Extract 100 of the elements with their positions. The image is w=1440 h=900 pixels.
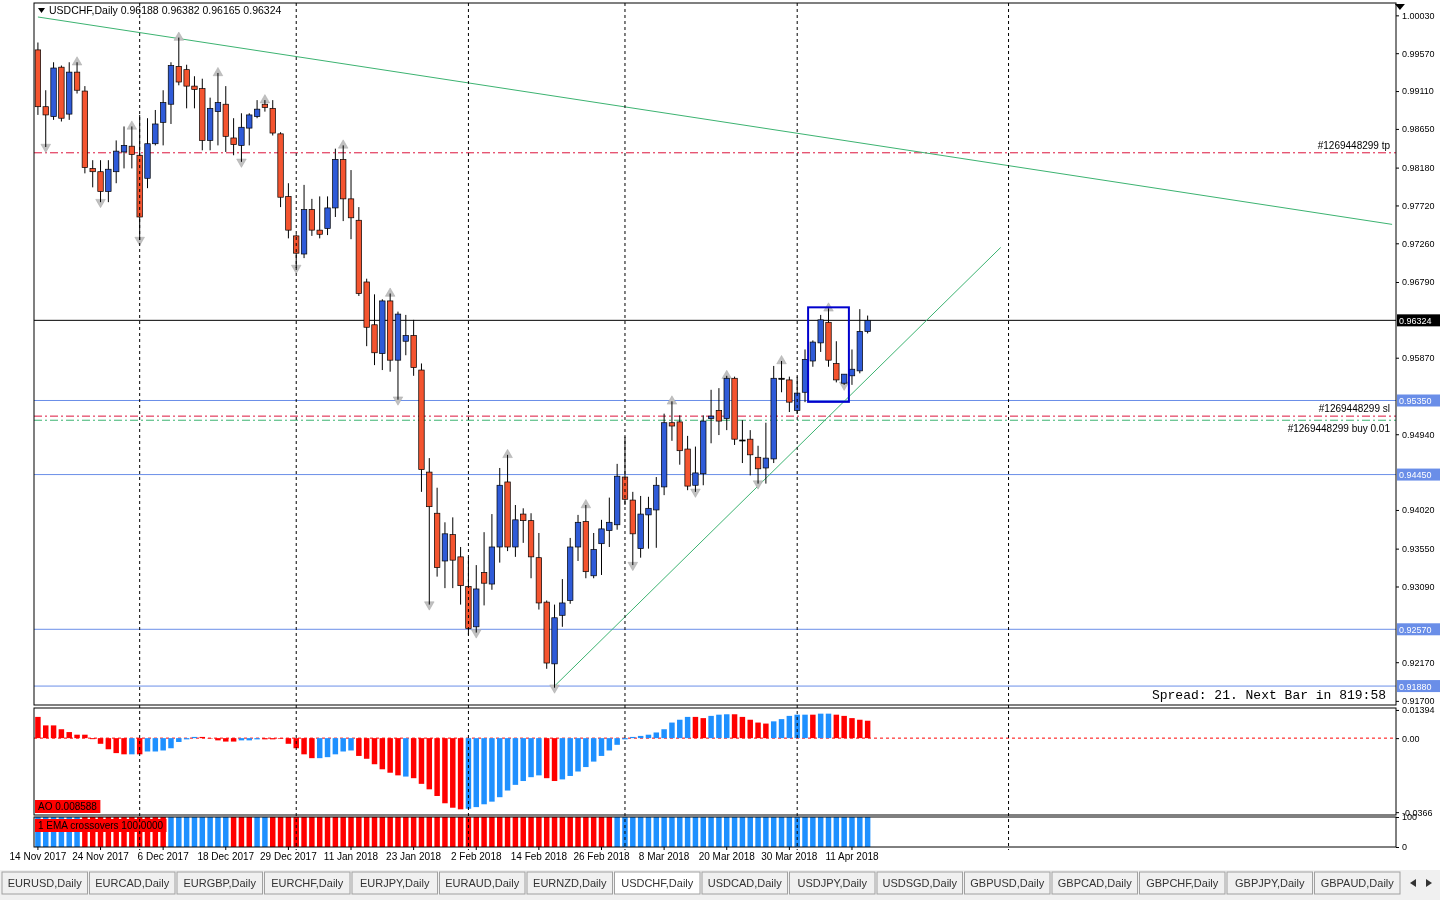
bar [129, 738, 135, 755]
y-tick-label: 0.92170 [1402, 657, 1435, 668]
bar [403, 738, 409, 777]
bar [590, 738, 597, 762]
point [580, 499, 591, 509]
bar [825, 713, 832, 739]
y-tick-label: 0.93550 [1402, 544, 1435, 555]
y-tick-label: 0 [1402, 842, 1408, 853]
bar [481, 738, 487, 805]
text: GBPAUD,Daily [1320, 877, 1395, 889]
ref-line-label: 0.94450 [1399, 470, 1432, 481]
candlestick [708, 389, 715, 444]
text: EURUSD,Daily [7, 877, 83, 889]
point [134, 236, 145, 246]
text: EURAUD,Daily [445, 877, 520, 889]
y-tick-label: 0.96790 [1402, 277, 1435, 288]
bar [536, 738, 542, 776]
point [424, 601, 435, 611]
candlestick [559, 578, 566, 628]
y-tick-label: 0.00 [1402, 733, 1420, 744]
bar [684, 716, 691, 739]
text: EURNZD,Daily [533, 877, 607, 889]
bar [504, 738, 511, 791]
text: GBPJPY,Daily [1235, 877, 1305, 889]
candlestick [481, 531, 488, 606]
text: GBPCHF,Daily [1146, 877, 1219, 889]
bar [520, 738, 526, 782]
x-tick-label: 20 Mar 2018 [698, 851, 756, 863]
y-tick-label: 0.93090 [1402, 581, 1435, 592]
ref-line-label: #1269448299 buy 0.01 [1287, 423, 1391, 435]
x-tick-label: 14 Nov 2017 [9, 851, 67, 863]
text: EURJPY,Daily [360, 877, 430, 889]
bar [575, 738, 581, 772]
bar [778, 719, 785, 739]
x-tick-label: 14 Feb 2018 [510, 851, 568, 863]
x-tick-label: 2 Feb 2018 [450, 851, 502, 863]
bar [473, 738, 479, 808]
text: USDJPY,Daily [797, 877, 868, 889]
bar [528, 738, 534, 778]
text: AO 0.008588 [38, 801, 98, 812]
y-tick-label: 0.98180 [1402, 162, 1435, 173]
point [385, 287, 396, 297]
point [502, 449, 513, 458]
x-tick-label: 29 Dec 2017 [260, 851, 318, 863]
y-tick-label: 1.00030 [1402, 10, 1435, 21]
x-tick-label: 26 Feb 2018 [573, 851, 631, 863]
y-tick-label: 0.94020 [1402, 505, 1435, 516]
ref-line-label: 0.96324 [1399, 315, 1432, 326]
chart-title: USDCHF,Daily 0.96188 0.96382 0.96165 0.96324 [49, 4, 282, 16]
point [173, 31, 184, 41]
point [471, 629, 482, 639]
bar [160, 738, 166, 751]
point [776, 355, 787, 365]
ref-line-label: 0.92570 [1399, 624, 1432, 635]
y-tick-label: 0.99110 [1402, 86, 1434, 97]
bar [559, 738, 566, 780]
bar [614, 738, 620, 745]
bar [332, 738, 339, 755]
bar [802, 714, 808, 739]
bar [168, 738, 174, 749]
text: EURCAD,Daily [95, 877, 170, 889]
bar [770, 721, 777, 739]
bar [512, 738, 519, 785]
bar [176, 738, 182, 742]
x-tick-label: 30 Mar 2018 [761, 851, 818, 863]
y-tick-label: 0.95870 [1402, 353, 1435, 364]
y-tick-label: 0.01394 [1402, 705, 1435, 716]
bar [324, 738, 331, 758]
bar [669, 722, 675, 739]
x-tick-label: 18 Dec 2017 [197, 851, 255, 863]
y-tick-label: 0.98650 [1402, 124, 1435, 135]
point [549, 684, 560, 694]
text: USDSGD,Daily [882, 877, 958, 889]
bar [794, 714, 800, 739]
y-tick-label: 0.99570 [1402, 48, 1435, 59]
text: GBPUSD,Daily [970, 877, 1045, 889]
bar [340, 738, 346, 752]
ref-line-label: #1269448299 sl [1318, 403, 1390, 415]
bar [716, 714, 722, 739]
y-tick-label: 0.91700 [1402, 696, 1435, 707]
point [291, 264, 302, 274]
ref-line-label: #1269448299 tp [1317, 139, 1391, 151]
annotation: Spread: 21. Next Bar in 819:58 [1151, 688, 1386, 703]
y-tick-label: 0.94940 [1402, 429, 1435, 440]
x-tick-label: 8 Mar 2018 [638, 851, 690, 863]
y-tick-label: 0.97720 [1402, 200, 1435, 211]
bar [497, 738, 503, 798]
text: EURCHF,Daily [271, 877, 344, 889]
bar [708, 715, 714, 739]
point [627, 562, 638, 571]
point [338, 139, 349, 149]
x-tick-label: 6 Dec 2017 [137, 851, 190, 863]
bar [677, 719, 683, 739]
x-tick-label: 24 Nov 2017 [72, 851, 130, 863]
x-tick-label: 23 Jan 2018 [386, 851, 442, 863]
x-tick-label: 11 Jan 2018 [323, 851, 379, 863]
bar [598, 738, 605, 756]
bar [724, 714, 730, 739]
text: USDCAD,Daily [707, 877, 783, 889]
bar [817, 713, 824, 739]
